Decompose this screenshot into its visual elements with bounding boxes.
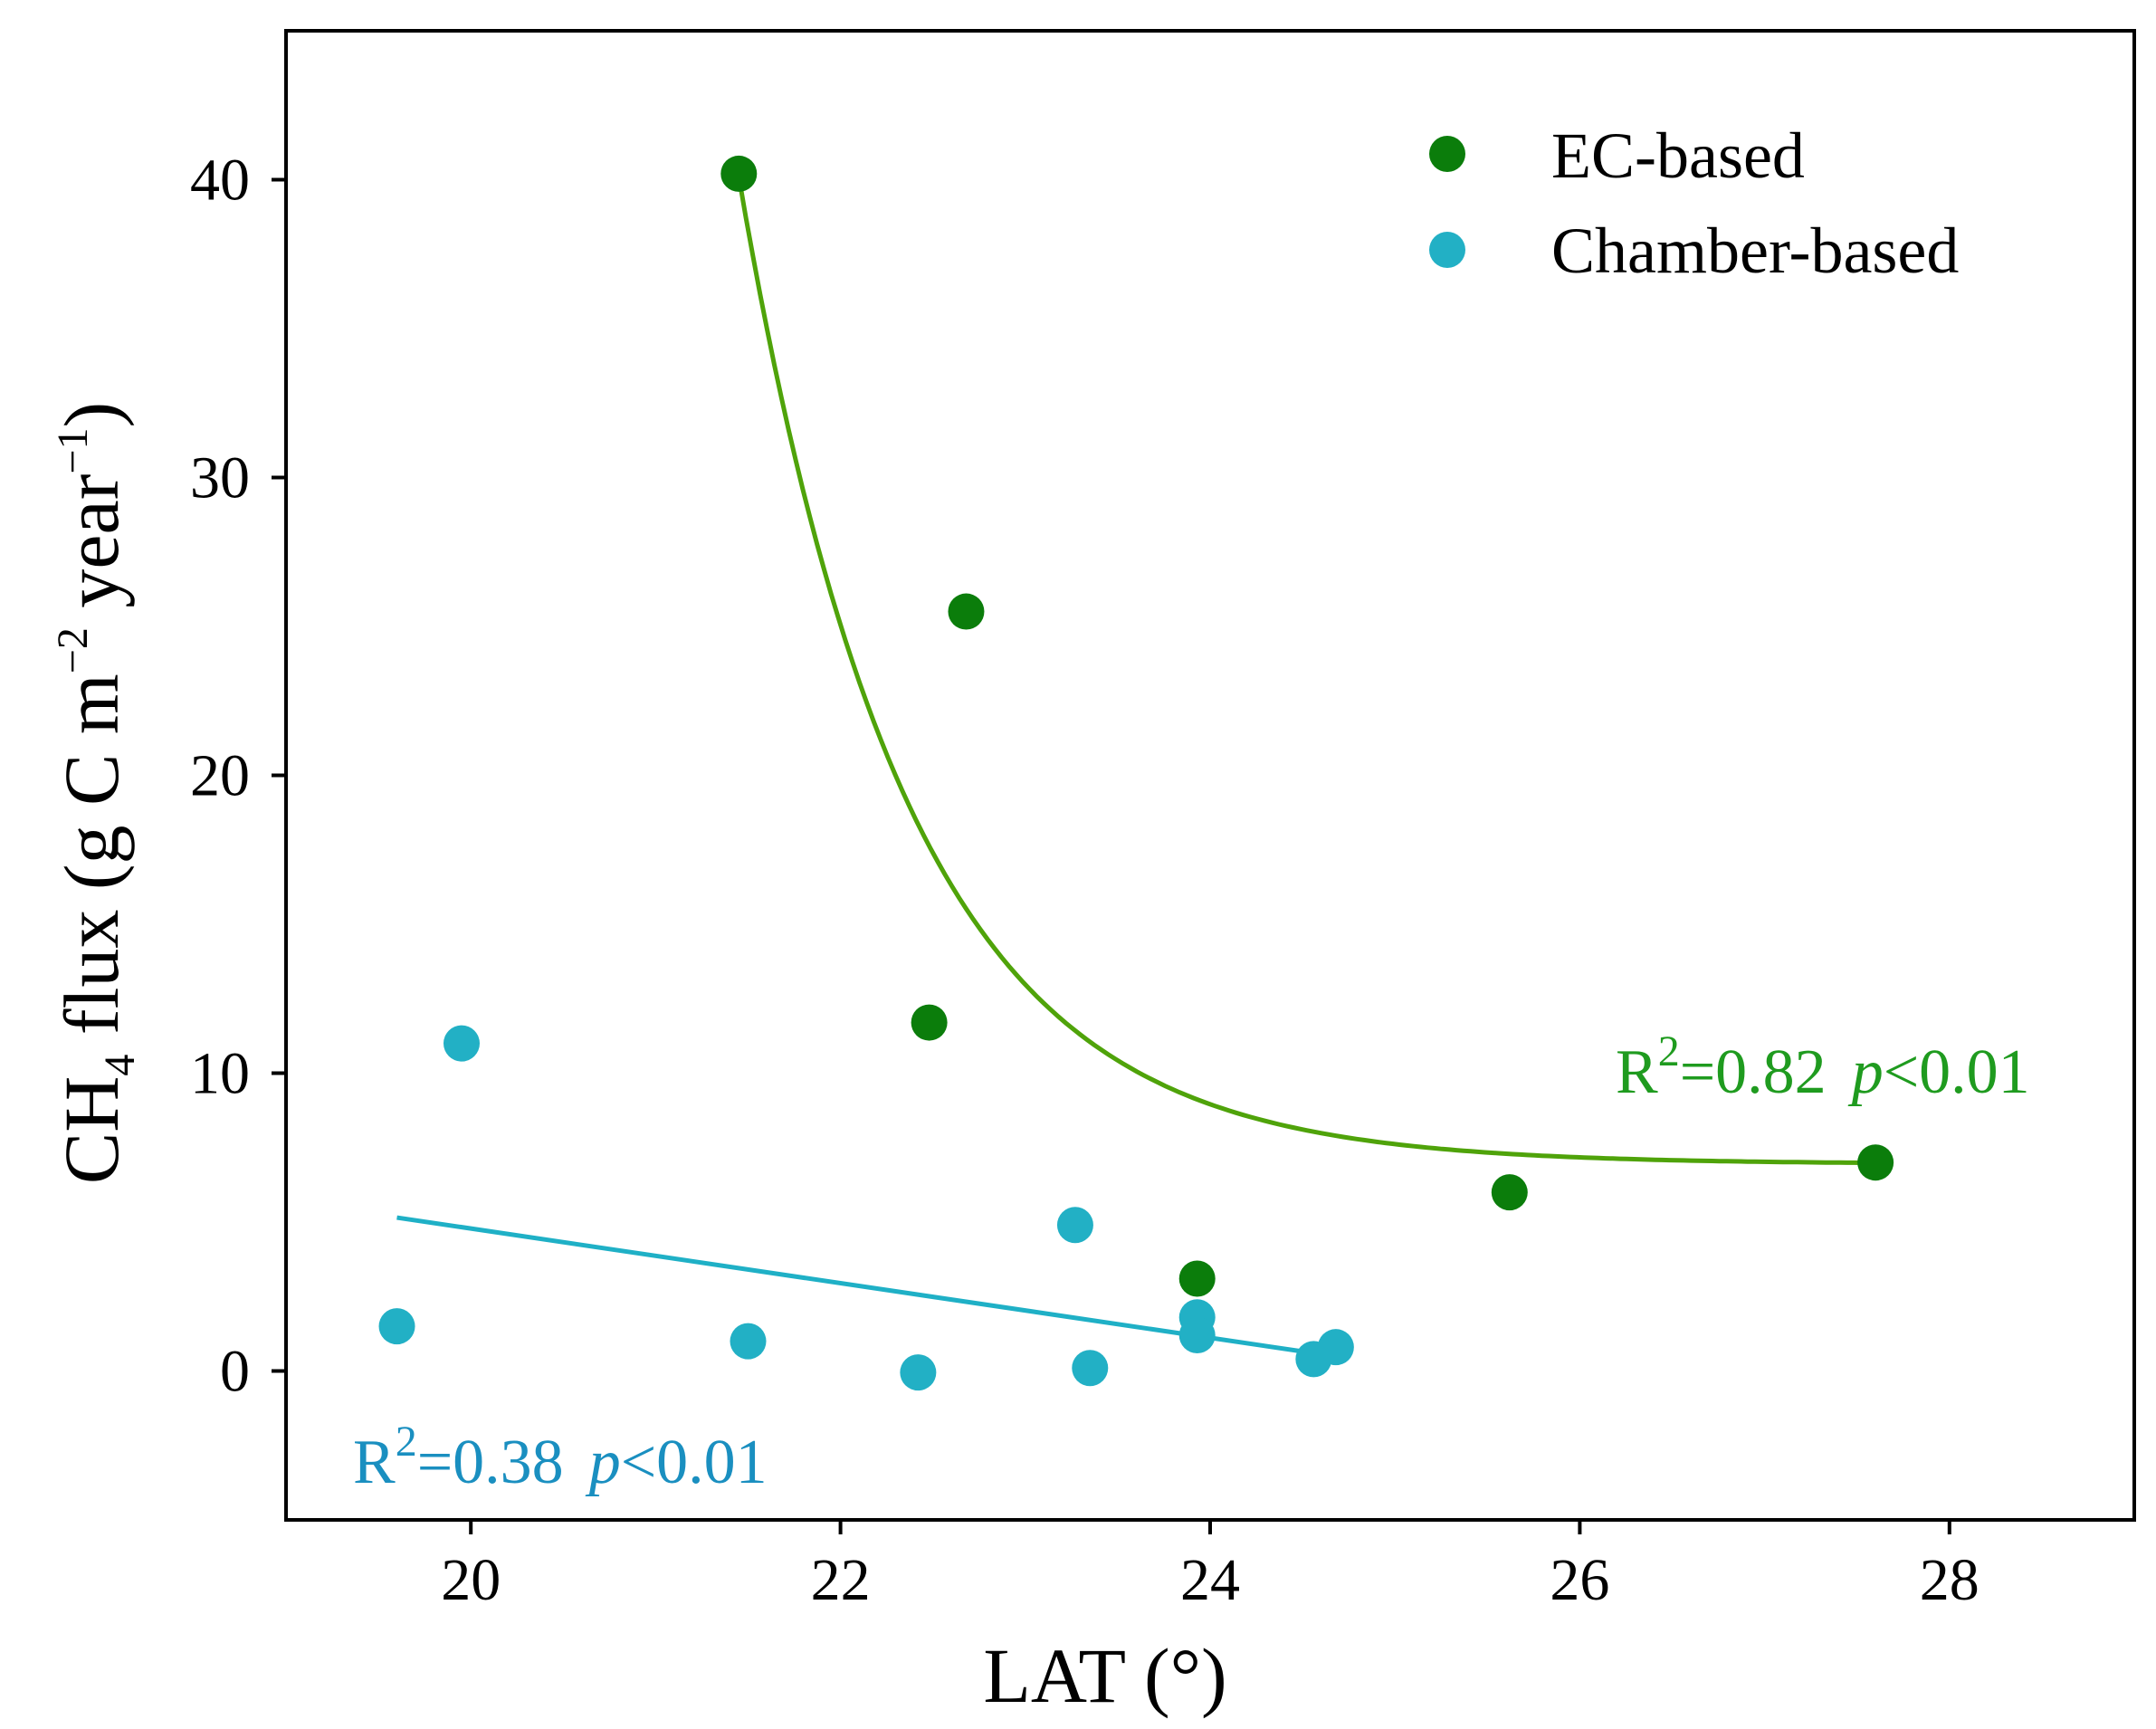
chamber-point: [1317, 1329, 1354, 1366]
legend-chamber-label: Chamber-based: [1551, 215, 1959, 287]
x-tick-label: 28: [1920, 1547, 1980, 1613]
y-tick-label: 0: [220, 1339, 250, 1405]
legend-ec-label: EC-based: [1551, 119, 1805, 192]
chamber-point: [1072, 1350, 1109, 1387]
y-axis-label: CH4 flux (g C m−2 year−1): [48, 402, 144, 1184]
y-tick-label: 20: [190, 743, 250, 809]
ec-point: [948, 593, 985, 630]
x-tick-label: 26: [1550, 1547, 1609, 1613]
chamber-point: [900, 1354, 937, 1391]
ec-point: [911, 1004, 948, 1041]
y-axis-ticks: 0 10 20 30 40: [190, 148, 286, 1405]
chamber-point: [378, 1308, 415, 1345]
ec-fit-curve: [736, 176, 1876, 1166]
y-tick-label: 30: [190, 445, 250, 511]
ec-point: [1178, 1260, 1216, 1297]
x-tick-label: 20: [441, 1547, 501, 1613]
y-tick-label: 40: [190, 148, 250, 214]
ec-stat-annotation: R2=0.82 p<0.01: [1616, 1027, 2030, 1107]
chamber-point: [1178, 1317, 1216, 1354]
x-axis-ticks: 20 22 24 26 28: [441, 1520, 1980, 1613]
legend: EC-based Chamber-based: [1429, 119, 1959, 287]
data-points: [378, 155, 1894, 1391]
chamber-fit-line: [396, 1215, 1314, 1356]
x-tick-label: 22: [811, 1547, 871, 1613]
ec-point: [720, 155, 758, 192]
ec-point: [1857, 1144, 1894, 1181]
chamber-point: [730, 1323, 767, 1360]
chamber-stat-annotation: R2=0.38 p<0.01: [353, 1418, 768, 1497]
chamber-point: [443, 1025, 480, 1062]
chamber-point: [1056, 1207, 1093, 1244]
legend-ec-marker: [1429, 136, 1465, 172]
x-axis-label: LAT (°): [983, 1632, 1226, 1719]
x-tick-label: 24: [1180, 1547, 1240, 1613]
y-tick-label: 10: [190, 1041, 250, 1107]
legend-chamber-marker: [1429, 232, 1465, 268]
ec-point: [1491, 1174, 1528, 1211]
